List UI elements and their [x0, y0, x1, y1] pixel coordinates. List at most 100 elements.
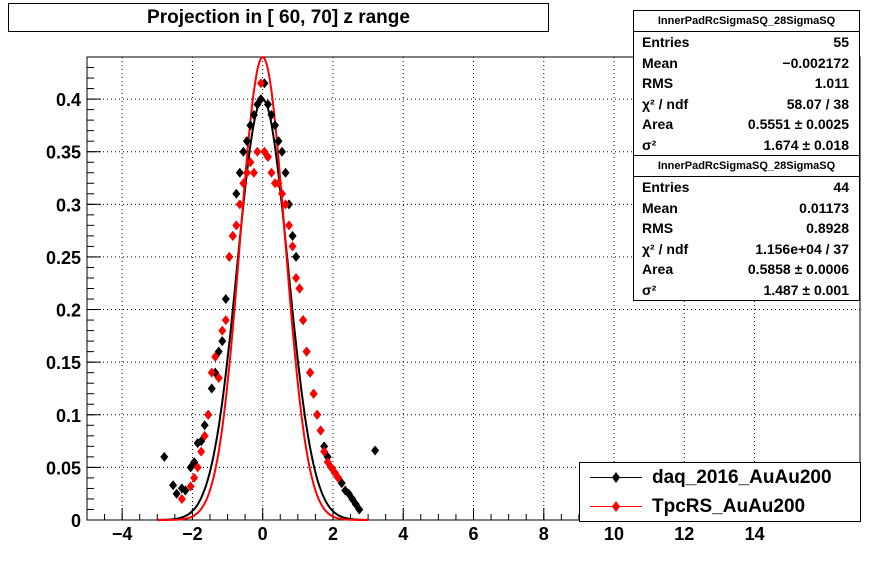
data-point-tpcrs — [256, 78, 265, 89]
data-point-daq — [169, 480, 178, 491]
stats-box-tpcrs: InnerPadRcSigmaSQ_28SigmaSQ Entries 44 Me… — [633, 155, 860, 301]
x-tick-label: 14 — [745, 524, 765, 544]
data-point-tpcrs — [334, 472, 343, 483]
data-point-tpcrs — [306, 367, 315, 378]
stats-row-rms: RMS 0.8928 — [642, 220, 849, 236]
data-point-tpcrs — [309, 388, 318, 399]
data-point-daq — [292, 251, 301, 262]
data-point-daq — [274, 136, 283, 147]
data-point-tpcrs — [299, 315, 308, 326]
data-point-tpcrs — [263, 151, 272, 162]
legend-label-tpcrs: TpcRS_AuAu200 — [652, 496, 806, 517]
data-point-tpcrs — [225, 251, 234, 262]
data-points — [160, 78, 380, 515]
data-point-tpcrs — [295, 283, 304, 294]
data-point-daq — [207, 383, 216, 394]
data-point-daq — [267, 109, 276, 120]
legend-label-daq: daq_2016_AuAu200 — [652, 467, 832, 488]
x-tick-label: 4 — [398, 524, 408, 544]
legend: daq_2016_AuAu200 TpcRS_AuAu200 — [579, 462, 861, 522]
stats-row-entries: Entries 55 — [642, 34, 849, 50]
data-point-tpcrs — [285, 220, 294, 231]
data-point-tpcrs — [288, 241, 297, 252]
y-tick-label: 0.4 — [56, 90, 81, 110]
stats-row-area: Area 0.5551 ± 0.0025 — [642, 116, 849, 132]
x-tick-label: 8 — [539, 524, 549, 544]
data-point-tpcrs — [218, 325, 227, 336]
data-point-daq — [218, 336, 227, 347]
data-point-tpcrs — [197, 446, 206, 457]
stats-row-mean: Mean 0.01173 — [642, 199, 849, 216]
legend-marker-daq — [590, 472, 642, 483]
data-point-daq — [371, 445, 380, 456]
fit-curves — [157, 55, 369, 521]
x-tick-label: 6 — [468, 524, 478, 544]
data-point-tpcrs — [190, 472, 199, 483]
legend-entry-daq: daq_2016_AuAu200 — [580, 463, 860, 492]
y-tick-label: 0.1 — [56, 406, 81, 426]
stats-row-rms: RMS 1.011 — [642, 75, 849, 91]
stats-row-chi2: χ² / ndf 1.156e+04 / 37 — [642, 240, 849, 257]
data-point-tpcrs — [320, 446, 329, 457]
stats-box-daq: InnerPadRcSigmaSQ_28SigmaSQ Entries 55 Me… — [633, 10, 860, 156]
y-tick-label: 0.2 — [56, 301, 81, 321]
data-point-tpcrs — [207, 367, 216, 378]
data-point-daq — [232, 188, 241, 199]
data-point-tpcrs — [316, 425, 325, 436]
data-point-daq — [355, 504, 364, 515]
data-point-daq — [200, 420, 209, 431]
stats-row-sigma2: σ² 1.674 ± 0.018 — [642, 136, 849, 153]
data-point-tpcrs — [302, 346, 311, 357]
stats-row-sigma2: σ² 1.487 ± 0.001 — [642, 281, 849, 298]
data-point-tpcrs — [313, 409, 322, 420]
stats-title: InnerPadRcSigmaSQ_28SigmaSQ — [634, 156, 859, 177]
data-point-tpcrs — [249, 167, 258, 178]
x-tick-label: −4 — [112, 524, 133, 544]
data-point-daq — [242, 136, 251, 147]
y-tick-label: 0.35 — [46, 143, 81, 163]
data-point-daq — [320, 441, 329, 452]
stats-row-area: Area 0.5858 ± 0.0006 — [642, 261, 849, 277]
legend-marker-tpcrs — [590, 501, 642, 512]
data-point-tpcrs — [278, 188, 287, 199]
stats-row-mean: Mean −0.002172 — [642, 54, 849, 71]
data-point-tpcrs — [232, 220, 241, 231]
y-tick-label: 0.25 — [46, 248, 81, 268]
data-point-tpcrs — [267, 167, 276, 178]
data-point-tpcrs — [214, 372, 223, 383]
stats-row-chi2: χ² / ndf 58.07 / 38 — [642, 95, 849, 112]
data-point-daq — [256, 94, 265, 105]
data-point-daq — [246, 120, 255, 131]
data-point-daq — [235, 167, 244, 178]
data-point-tpcrs — [193, 462, 202, 473]
y-tick-label: 0.3 — [56, 195, 81, 215]
data-point-tpcrs — [221, 315, 230, 326]
data-point-tpcrs — [211, 351, 220, 362]
stats-title: InnerPadRcSigmaSQ_28SigmaSQ — [634, 11, 859, 32]
x-tick-label: 12 — [674, 524, 694, 544]
data-point-daq — [278, 146, 287, 157]
x-tick-label: 0 — [258, 524, 268, 544]
data-point-daq — [288, 230, 297, 241]
data-point-tpcrs — [253, 146, 262, 157]
data-point-tpcrs — [292, 272, 301, 283]
x-tick-label: 10 — [604, 524, 624, 544]
data-point-daq — [270, 120, 279, 131]
data-point-daq — [181, 485, 190, 496]
data-point-daq — [160, 451, 169, 462]
data-point-daq — [221, 294, 230, 305]
fit-curve — [157, 55, 369, 521]
plot-title: Projection in [ 60, 70] z range — [8, 3, 549, 32]
data-point-daq — [263, 99, 272, 110]
data-point-tpcrs — [281, 199, 290, 210]
data-point-daq — [281, 167, 290, 178]
x-tick-label: −2 — [182, 524, 203, 544]
data-point-daq — [172, 488, 181, 499]
data-point-tpcrs — [274, 178, 283, 189]
data-point-daq — [239, 146, 248, 157]
data-point-tpcrs — [177, 493, 186, 504]
data-point-tpcrs — [246, 157, 255, 168]
data-point-tpcrs — [200, 430, 209, 441]
data-point-daq — [249, 109, 258, 120]
stats-row-entries: Entries 44 — [642, 179, 849, 195]
